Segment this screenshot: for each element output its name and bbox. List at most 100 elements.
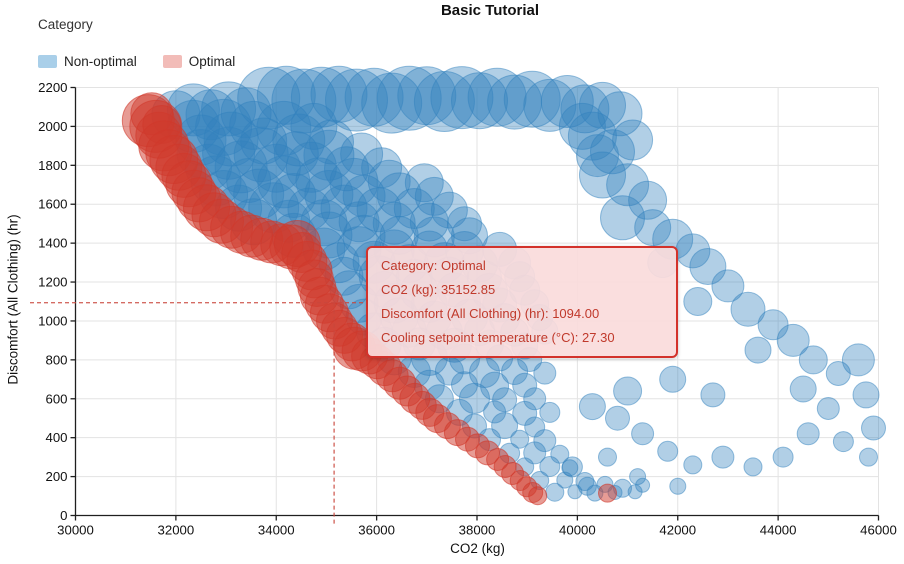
- bubble-non-optimal[interactable]: [776, 323, 810, 357]
- bubble-non-optimal[interactable]: [578, 393, 606, 421]
- bubble-non-optimal[interactable]: [852, 381, 880, 409]
- x-tick-label: 38000: [459, 523, 496, 538]
- bubble-non-optimal[interactable]: [361, 72, 423, 134]
- y-tick-label: 2000: [38, 119, 67, 134]
- bubble-non-optimal[interactable]: [447, 206, 482, 242]
- bubble-non-optimal[interactable]: [859, 447, 878, 467]
- bubble-non-optimal[interactable]: [597, 91, 643, 137]
- bubble-non-optimal[interactable]: [832, 431, 854, 453]
- bubble-non-optimal[interactable]: [356, 187, 402, 233]
- bubble-non-optimal[interactable]: [310, 65, 368, 123]
- bubble-non-optimal[interactable]: [414, 176, 454, 216]
- bubble-non-optimal[interactable]: [272, 113, 326, 167]
- bubble-non-optimal[interactable]: [290, 102, 338, 150]
- bubble-non-optimal[interactable]: [631, 422, 655, 446]
- bubble-non-optimal[interactable]: [510, 429, 530, 449]
- bubble-non-optimal[interactable]: [257, 155, 311, 209]
- bubble-non-optimal[interactable]: [451, 371, 478, 399]
- bubble-non-optimal[interactable]: [523, 387, 547, 411]
- bubble-non-optimal[interactable]: [492, 387, 518, 413]
- bubble-optimal[interactable]: [598, 483, 617, 503]
- bubble-non-optimal[interactable]: [657, 440, 679, 462]
- bubble-non-optimal[interactable]: [480, 371, 510, 401]
- bubble-non-optimal[interactable]: [816, 397, 840, 420]
- legend-item-non-optimal[interactable]: Non-optimal: [38, 54, 137, 69]
- y-axis-title: Discomfort (All Clothing) (hr): [5, 214, 21, 385]
- bubble-non-optimal[interactable]: [237, 66, 301, 130]
- bubble-non-optimal[interactable]: [579, 151, 626, 199]
- bubble-non-optimal[interactable]: [711, 445, 735, 469]
- bubble-non-optimal[interactable]: [451, 72, 508, 130]
- bubble-non-optimal[interactable]: [467, 67, 527, 127]
- bubble-non-optimal[interactable]: [575, 472, 595, 491]
- bubble-non-optimal[interactable]: [533, 361, 557, 385]
- bubble-non-optimal[interactable]: [545, 482, 565, 502]
- bubble-non-optimal[interactable]: [512, 372, 538, 398]
- bubble-non-optimal[interactable]: [233, 127, 289, 183]
- bubble-non-optimal[interactable]: [861, 415, 886, 441]
- bubble-non-optimal[interactable]: [560, 84, 610, 134]
- bubble-non-optimal[interactable]: [220, 87, 272, 139]
- bubble-non-optimal[interactable]: [324, 146, 369, 192]
- bubble-non-optimal[interactable]: [598, 447, 617, 467]
- bubble-non-optimal[interactable]: [523, 441, 547, 465]
- bubble-non-optimal[interactable]: [744, 336, 772, 364]
- bubble-optimal[interactable]: [528, 486, 548, 506]
- y-tick-label: 1000: [38, 313, 67, 328]
- bubble-non-optimal[interactable]: [430, 191, 468, 229]
- bubble-non-optimal[interactable]: [214, 140, 268, 194]
- bubble-non-optimal[interactable]: [503, 70, 561, 128]
- legend-item-optimal[interactable]: Optimal: [162, 54, 235, 69]
- bubble-non-optimal[interactable]: [404, 163, 444, 203]
- bubble-non-optimal[interactable]: [329, 157, 379, 207]
- bubble-non-optimal[interactable]: [397, 66, 457, 126]
- bubble-non-optimal[interactable]: [576, 134, 619, 178]
- bubble-non-optimal[interactable]: [344, 67, 404, 127]
- bubble-non-optimal[interactable]: [372, 201, 416, 245]
- bubble-non-optimal[interactable]: [577, 476, 597, 496]
- x-tick-label: 30000: [57, 523, 94, 538]
- bubble-non-optimal[interactable]: [689, 248, 727, 285]
- bubble-non-optimal[interactable]: [683, 287, 713, 316]
- bubble-non-optimal[interactable]: [606, 163, 650, 207]
- bubble-non-optimal[interactable]: [501, 358, 529, 385]
- bubble-non-optimal[interactable]: [201, 81, 257, 137]
- bubble-non-optimal[interactable]: [579, 81, 626, 129]
- bubble-non-optimal[interactable]: [659, 365, 687, 393]
- bubble-non-optimal[interactable]: [683, 455, 703, 475]
- bubble-non-optimal[interactable]: [669, 477, 687, 495]
- bubble-non-optimal[interactable]: [539, 456, 561, 477]
- bubble-non-optimal[interactable]: [533, 429, 557, 453]
- bubble-non-optimal[interactable]: [325, 68, 388, 132]
- bubble-non-optimal[interactable]: [295, 157, 343, 205]
- bubble-non-optimal[interactable]: [561, 456, 583, 478]
- legend-items: Non-optimal Optimal: [38, 54, 235, 69]
- bubble-non-optimal[interactable]: [635, 477, 651, 493]
- bubble-non-optimal[interactable]: [796, 422, 820, 446]
- bubble-non-optimal[interactable]: [730, 291, 766, 327]
- bubble-non-optimal[interactable]: [629, 468, 647, 486]
- bubble-non-optimal[interactable]: [613, 376, 643, 406]
- bubble-non-optimal[interactable]: [798, 345, 828, 375]
- bubble-non-optimal[interactable]: [841, 343, 875, 377]
- bubble-non-optimal[interactable]: [540, 75, 594, 128]
- bubble-non-optimal[interactable]: [700, 382, 726, 408]
- bubble-non-optimal[interactable]: [711, 269, 745, 303]
- bubble-non-optimal[interactable]: [772, 446, 794, 468]
- bubble-non-optimal[interactable]: [590, 129, 635, 175]
- bubble-non-optimal[interactable]: [789, 375, 817, 403]
- bubble-non-optimal[interactable]: [285, 141, 337, 193]
- bubble-non-optimal[interactable]: [743, 457, 763, 477]
- bubble-non-optimal[interactable]: [612, 119, 654, 161]
- bubble-non-optimal[interactable]: [558, 102, 606, 150]
- bubble-non-optimal[interactable]: [605, 405, 630, 431]
- bubble-non-optimal[interactable]: [600, 195, 645, 241]
- bubble-non-optimal[interactable]: [483, 400, 507, 424]
- bubble-non-optimal[interactable]: [367, 159, 411, 203]
- bubble-non-optimal[interactable]: [634, 209, 672, 247]
- bubble-non-optimal[interactable]: [539, 401, 561, 423]
- bubble-non-optimal[interactable]: [459, 382, 490, 414]
- bubble-non-optimal[interactable]: [430, 66, 494, 130]
- bubble-non-optimal[interactable]: [376, 65, 442, 131]
